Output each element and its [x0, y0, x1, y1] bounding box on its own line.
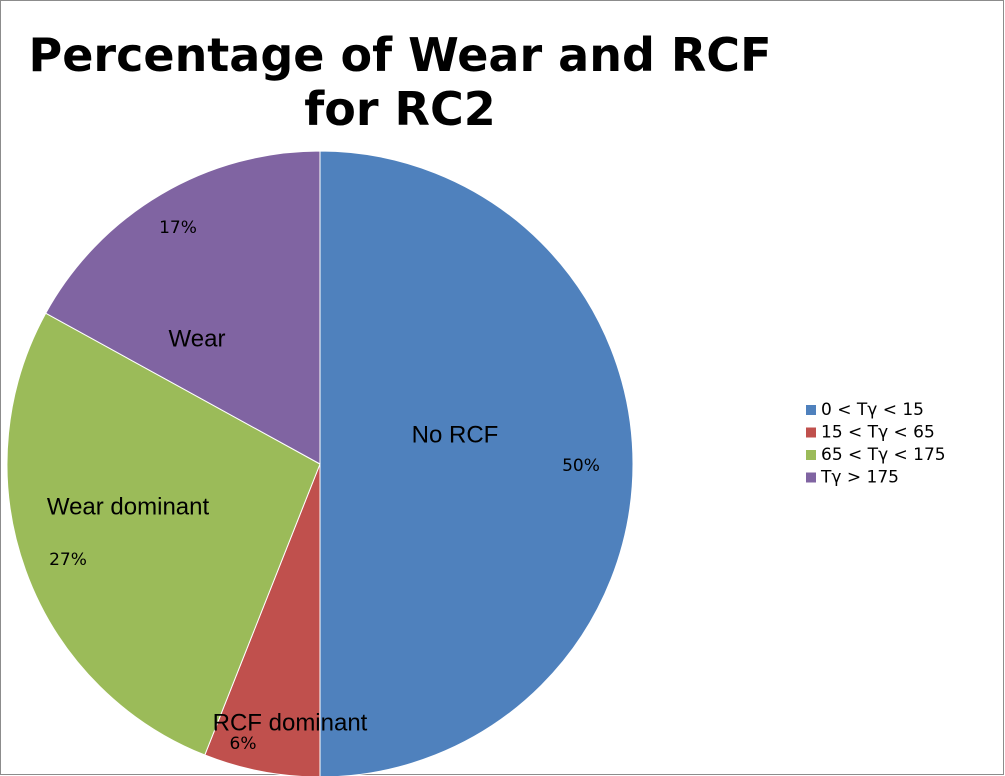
legend-label: 0 < Tγ < 15 — [821, 400, 924, 420]
legend-label: 65 < Tγ < 175 — [821, 445, 946, 465]
pie-slice — [319, 150, 634, 776]
legend-swatch — [806, 427, 816, 438]
data-label: 6% — [230, 734, 257, 754]
legend-swatch — [806, 405, 816, 415]
pie-slice — [45, 150, 321, 465]
legend-label: Tγ > 175 — [820, 468, 899, 488]
pie-slice — [6, 312, 321, 756]
annotation: No RCF — [412, 421, 499, 448]
annotation: Wear dominant — [47, 493, 210, 520]
data-label: 50% — [562, 456, 600, 476]
legend-swatch — [806, 472, 816, 483]
pie-slice — [204, 463, 321, 776]
annotation: RCF dominant — [213, 709, 368, 736]
data-label: 17% — [159, 218, 197, 238]
annotation: Wear — [169, 325, 226, 352]
chart-title: Percentage of Wear and RCF for RC2 — [28, 28, 772, 136]
data-label: 27% — [49, 550, 87, 570]
legend-swatch — [806, 450, 816, 460]
legend-label: 15 < Tγ < 65 — [821, 423, 935, 443]
